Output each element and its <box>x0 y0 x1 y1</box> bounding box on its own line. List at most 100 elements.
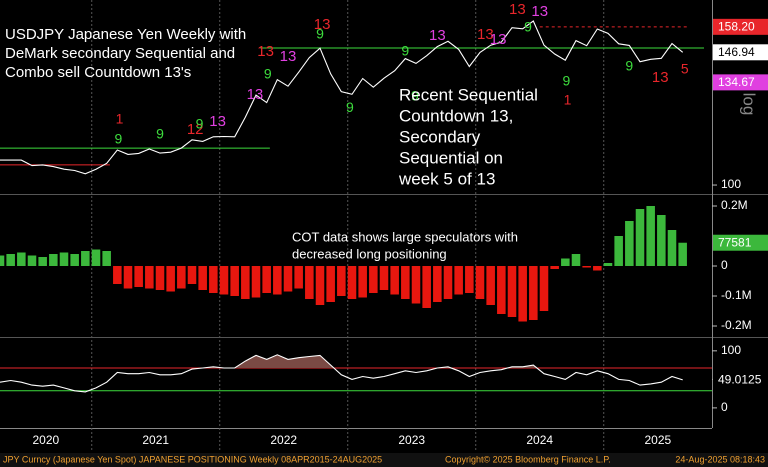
bar <box>486 266 495 305</box>
annotation: Secondary <box>399 127 481 146</box>
bar <box>625 221 634 266</box>
price-tag-bg <box>713 18 768 35</box>
demark-count: 13 <box>429 27 446 44</box>
demark-count: 13 <box>257 43 274 60</box>
bar <box>49 254 58 266</box>
demark-count: 13 <box>509 1 526 18</box>
annotation: COT data shows large speculators with <box>292 229 518 244</box>
bar <box>273 266 282 295</box>
bar <box>123 266 133 289</box>
demark-count: 13 <box>531 3 548 20</box>
bar <box>102 251 111 266</box>
bar <box>59 252 69 266</box>
demark-count: 9 <box>524 19 532 35</box>
bar <box>411 266 421 304</box>
last-price-tag-bg <box>713 44 768 61</box>
bar <box>155 266 165 290</box>
price-tag: 158.20 <box>718 20 755 34</box>
bar <box>571 254 581 266</box>
bar <box>465 266 474 293</box>
bar <box>635 209 645 266</box>
bar <box>475 266 485 299</box>
bar <box>198 266 207 290</box>
bar <box>614 236 623 266</box>
y-tick-label: -0.2M <box>721 318 752 332</box>
bar <box>422 266 431 308</box>
bar <box>347 266 357 299</box>
bar <box>443 266 453 299</box>
demark-count: 13 <box>314 16 331 33</box>
bar <box>209 266 218 293</box>
demark-count: 13 <box>490 31 507 48</box>
bar <box>6 254 15 266</box>
bar <box>337 266 346 296</box>
bar <box>230 266 239 296</box>
bar <box>454 266 463 295</box>
bar <box>507 266 517 317</box>
demark-count: 9 <box>625 58 633 74</box>
bar <box>219 266 229 295</box>
bar <box>667 230 677 266</box>
x-tick-label: 2024 <box>526 433 553 447</box>
demark-count: 13 <box>477 26 494 43</box>
bar <box>113 266 122 284</box>
demark-count: 13 <box>247 86 264 103</box>
annotation: Sequential on <box>399 148 503 167</box>
series-line <box>0 20 684 175</box>
bar <box>657 215 666 266</box>
demark-count: 9 <box>346 99 354 115</box>
x-tick-label: 2021 <box>142 433 169 447</box>
chart-title: DeMark secondary Sequential and <box>5 45 235 62</box>
bar <box>315 266 325 305</box>
bar <box>70 254 79 266</box>
bar <box>603 263 613 266</box>
bar <box>358 266 367 298</box>
footer-right: 24-Aug-2025 08:18:43 <box>675 454 765 464</box>
bar <box>390 266 399 295</box>
bar <box>251 266 261 298</box>
y-tick-label: 100 <box>721 343 741 357</box>
last-value-tag-bg <box>713 234 768 251</box>
demark-count: 1 <box>116 111 124 127</box>
bar <box>27 255 37 266</box>
annotation: decreased long positioning <box>292 246 447 261</box>
annotation: Countdown 13, <box>399 106 513 125</box>
bar <box>91 249 101 266</box>
bar <box>166 266 175 292</box>
annotation: Recent Sequential <box>399 85 538 104</box>
last-value-tag-bg <box>713 371 768 388</box>
demark-count: 9 <box>411 88 419 104</box>
y-tick-label: 100 <box>721 177 741 191</box>
bar <box>539 266 549 311</box>
bar <box>379 266 389 290</box>
footer-center: Copyright© 2025 Bloomberg Finance L.P. <box>445 454 611 464</box>
footer-bar <box>0 453 768 467</box>
bar <box>262 266 271 293</box>
bar <box>433 266 442 302</box>
y-tick-label: -0.1M <box>721 288 752 302</box>
y-tick-label: 0.2M <box>721 198 748 212</box>
price-tag-bg <box>713 74 768 91</box>
chart-title: Combo sell Countdown 13's <box>5 64 191 81</box>
x-tick-label: 2025 <box>645 433 672 447</box>
bar <box>294 266 303 289</box>
footer-left: JPY Curncy (Japanese Yen Spot) JAPANESE … <box>3 454 382 464</box>
last-value-tag: 77581 <box>718 235 752 249</box>
bar <box>326 266 335 302</box>
bar <box>283 266 293 292</box>
bar <box>17 252 26 266</box>
last-value-tag: 49.0125 <box>718 373 762 387</box>
bar <box>305 266 314 299</box>
bar <box>38 257 47 266</box>
price-tag: 134.67 <box>718 75 755 89</box>
bar <box>177 266 186 289</box>
bar <box>550 266 559 269</box>
bar <box>582 266 591 268</box>
bar <box>518 266 527 322</box>
demark-count: 9 <box>156 126 164 142</box>
y-tick-label: 0 <box>721 400 728 414</box>
bar <box>81 251 90 266</box>
bar <box>646 206 655 266</box>
demark-count: 9 <box>563 73 571 89</box>
